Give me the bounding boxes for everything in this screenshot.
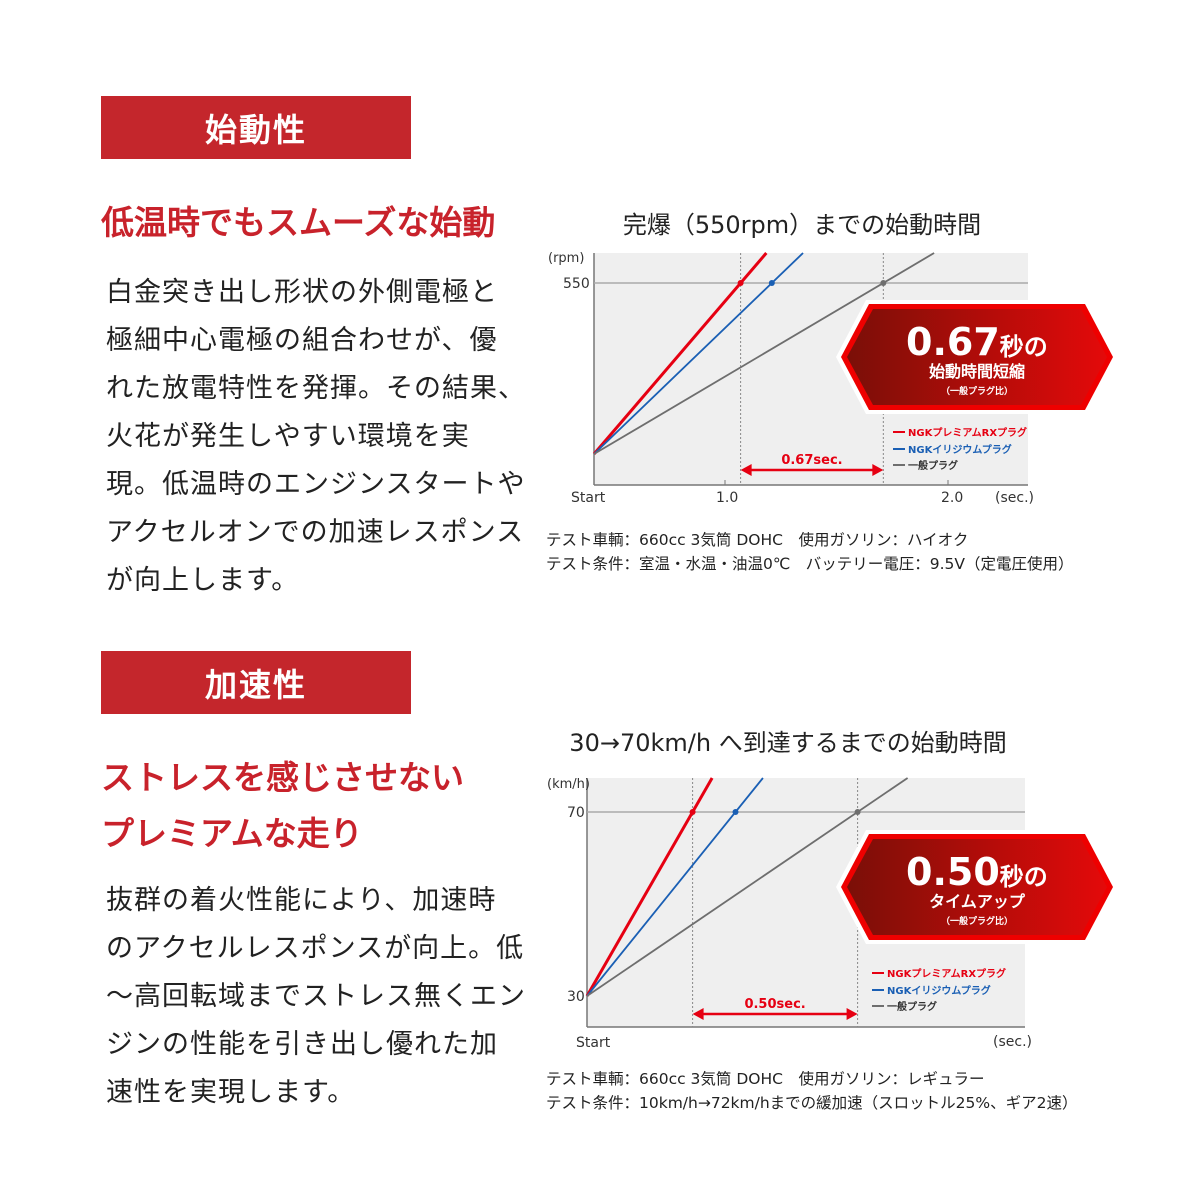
badge-note: （一般プラグ比） [941,915,1013,927]
test-note: テスト条件：10km/h→72km/hまでの緩加速（スロットル25%、ギア2速） [546,1094,1078,1112]
series-line-2 [586,777,909,997]
body-line: 現。低温時のエンジンスタートや [106,469,526,500]
section-header-acceleration: 加速性 [101,651,411,714]
series-line-2 [593,252,935,455]
body-line: アクセルオンでの加速レスポンス [106,517,525,548]
x-axis-unit: (sec.) [995,490,1034,506]
y-tick-label: 30 [567,989,585,1005]
x-start-label: Start [571,490,606,506]
subheading-starting: 低温時でもスムーズな始動 [101,203,496,242]
body-line: 白金突き出し形状の外側電極と [106,277,498,308]
legend-label: 一般プラグ [887,1000,937,1013]
body-line: のアクセルレスポンスが向上。低 [106,933,525,964]
series-target-point-0 [689,809,696,815]
legend-label: NGKイリジウムプラグ [887,984,991,997]
arrow-head-left [692,1008,704,1020]
legend-label: NGKイリジウムプラグ [908,443,1012,456]
body-line: れた放電特性を発揮。その結果、 [106,373,526,404]
series-target-point-2 [854,809,861,815]
badge-caption: 始動時間短縮 [929,362,1025,381]
legend-label: NGKプレミアムRXプラグ [908,426,1027,439]
test-note: テスト車輌：660cc 3気筒 DOHC 使用ガソリン：ハイオク [546,531,969,549]
x-tick-label: 2.0 [941,490,963,506]
y-tick-label: 70 [567,805,585,821]
badge-shape [847,839,1107,935]
badge-caption: タイムアップ [929,892,1026,911]
x-start-label: Start [576,1035,611,1051]
body-line: 火花が発生しやすい環境を実 [106,421,470,452]
series-line-0 [592,252,768,455]
body-line: 〜高回転域までストレス無くエン [106,981,526,1012]
legend-label: 一般プラグ [908,459,958,472]
arrow-head-right [846,1008,858,1020]
difference-label: 0.50sec. [744,997,805,1012]
badge-shape [847,309,1107,405]
subheading-acceleration-1: ストレスを感じさせない [101,758,464,797]
badge-value: 0.67秒の [906,320,1048,364]
x-axis-unit: (sec.) [993,1034,1032,1050]
x-tick-label: 1.0 [716,490,738,506]
series-target-point-2 [880,280,887,286]
test-note: テスト条件：室温・水温・油温0℃ バッテリー電圧：9.5V（定電圧使用） [546,555,1074,573]
difference-label: 0.67sec. [781,453,842,468]
badge-note: （一般プラグ比） [941,385,1013,397]
legend-label: NGKプレミアムRXプラグ [887,967,1006,980]
body-line: ジンの性能を引き出し優れた加 [106,1029,498,1060]
body-line: が向上します。 [106,565,300,596]
chart-title-acceleration: 30→70km/h へ到達するまでの始動時間 [569,729,1007,757]
y-axis-unit: (km/h) [547,777,590,792]
series-line-1 [593,252,804,455]
series-target-point-1 [732,809,739,815]
arrow-head-left [740,464,752,476]
subheading-acceleration-2: プレミアムな走り [101,814,363,853]
body-line: 抜群の着火性能により、加速時 [106,885,497,916]
body-line: 速性を実現します。 [106,1077,356,1108]
chart-title-starting: 完爆（550rpm）までの始動時間 [622,211,982,239]
series-target-point-0 [737,280,744,286]
badge-value: 0.50秒の [906,850,1048,894]
test-note: テスト車輌：660cc 3気筒 DOHC 使用ガソリン：レギュラー [546,1070,985,1088]
body-line: 極細中心電極の組合わせが、優 [106,325,498,356]
y-tick-label: 550 [563,276,590,292]
series-target-point-1 [768,280,775,286]
arrow-head-right [872,464,884,476]
y-axis-unit: (rpm) [548,251,584,266]
section-header-starting: 始動性 [101,96,411,159]
